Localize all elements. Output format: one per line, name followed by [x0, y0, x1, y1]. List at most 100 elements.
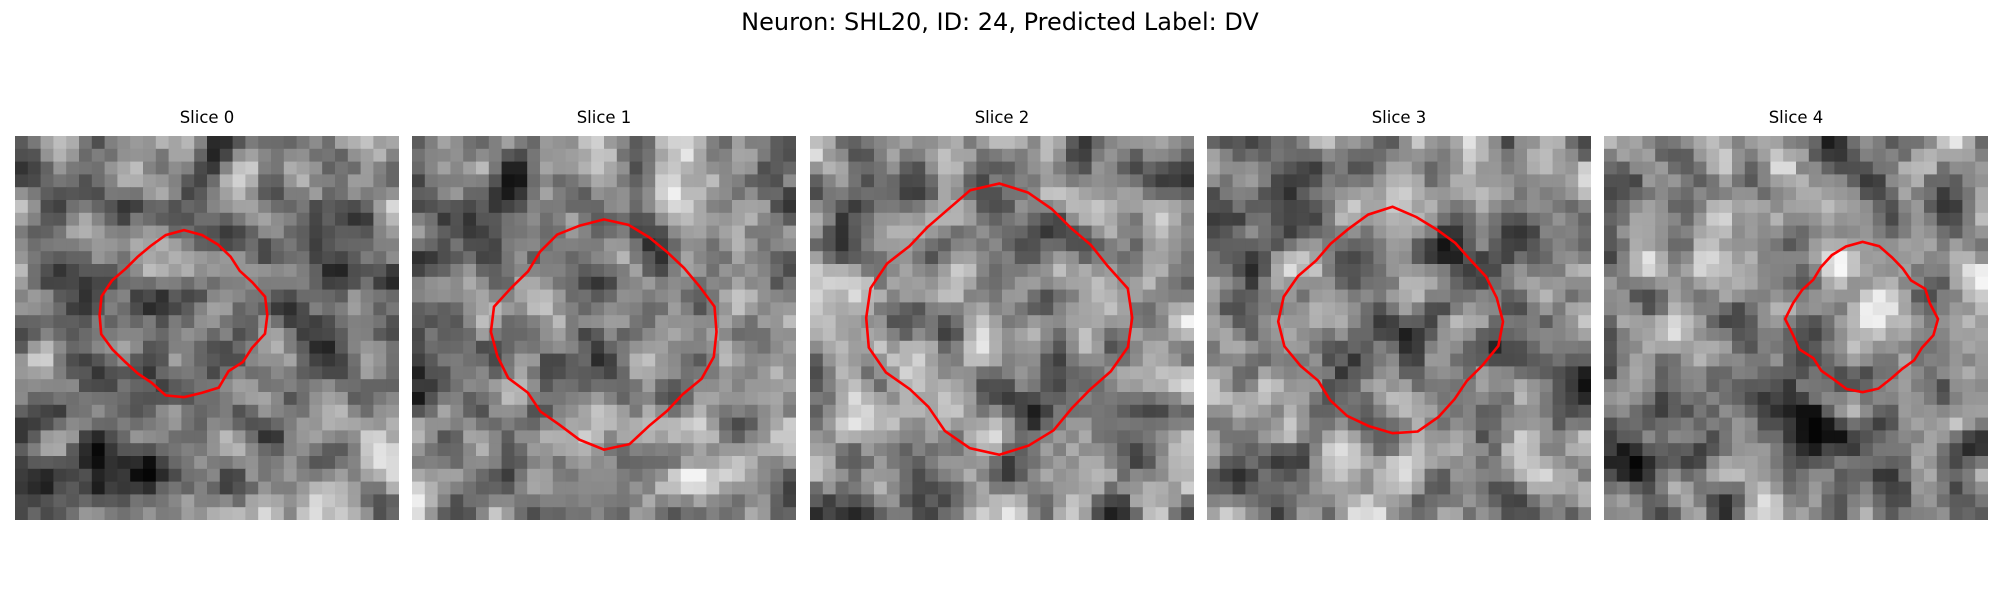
image-pixel: [309, 302, 323, 316]
image-pixel: [822, 328, 837, 342]
image-pixel: [1552, 404, 1566, 419]
image-pixel: [463, 456, 477, 470]
image-pixel: [15, 507, 29, 520]
image-pixel: [757, 379, 771, 393]
image-pixel: [655, 417, 669, 431]
image-pixel: [1975, 481, 1988, 495]
image-pixel: [1232, 315, 1246, 329]
image-pixel: [1911, 443, 1925, 457]
image-pixel: [219, 212, 234, 227]
image-pixel: [655, 443, 669, 457]
image-pixel: [810, 212, 824, 227]
image-pixel: [1437, 148, 1451, 163]
image-pixel: [1680, 302, 1695, 316]
image-pixel: [1219, 187, 1234, 201]
image-pixel: [347, 468, 362, 483]
image-pixel: [386, 392, 399, 406]
image-pixel: [938, 276, 952, 291]
image-pixel: [309, 443, 323, 457]
image-pixel: [1949, 136, 1963, 150]
image-pixel: [1565, 148, 1579, 163]
image-pixel: [1936, 200, 1951, 214]
image-pixel: [66, 379, 80, 393]
image-pixel: [283, 404, 298, 419]
image-pixel: [386, 379, 399, 393]
image-pixel: [168, 392, 182, 406]
image-pixel: [668, 187, 682, 201]
image-pixel: [424, 340, 439, 355]
image-pixel: [488, 238, 503, 252]
image-pixel: [899, 238, 913, 252]
image-pixel: [245, 212, 259, 227]
image-pixel: [1629, 238, 1643, 252]
image-pixel: [347, 148, 362, 163]
image-pixel: [1450, 289, 1464, 303]
image-pixel: [1104, 507, 1118, 520]
image-pixel: [744, 264, 759, 278]
image-pixel: [642, 315, 656, 329]
image-pixel: [1091, 174, 1105, 188]
image-pixel: [104, 264, 118, 278]
image-pixel: [1757, 456, 1771, 470]
image-pixel: [309, 136, 323, 150]
image-pixel: [1309, 481, 1323, 495]
image-pixel: [629, 148, 643, 163]
image-pixel: [476, 366, 490, 380]
image-pixel: [1501, 148, 1515, 163]
image-pixel: [1860, 315, 1874, 329]
image-pixel: [706, 238, 720, 252]
image-pixel: [1834, 136, 1848, 150]
image-pixel: [194, 174, 208, 188]
image-pixel: [1642, 340, 1656, 355]
image-pixel: [412, 328, 426, 342]
image-pixel: [861, 289, 875, 303]
image-pixel: [194, 212, 208, 227]
image-pixel: [925, 136, 939, 150]
image-pixel: [1399, 302, 1413, 316]
image-pixel: [1668, 481, 1682, 495]
image-pixel: [194, 366, 208, 380]
image-pixel: [360, 302, 374, 316]
image-pixel: [629, 417, 643, 431]
image-pixel: [1629, 507, 1643, 520]
image-pixel: [283, 443, 298, 457]
image-pixel: [822, 481, 837, 495]
image-pixel: [245, 187, 259, 201]
image-pixel: [1219, 212, 1234, 227]
image-pixel: [1463, 200, 1477, 214]
image-pixel: [989, 225, 1003, 239]
image-pixel: [1296, 200, 1310, 214]
image-pixel: [1373, 315, 1387, 329]
image-pixel: [1821, 392, 1835, 406]
image-pixel: [1283, 225, 1298, 239]
image-pixel: [1002, 468, 1016, 483]
image-pixel: [501, 174, 515, 188]
image-pixel: [130, 174, 144, 188]
image-pixel: [989, 200, 1003, 214]
image-pixel: [1808, 340, 1823, 355]
image-pixel: [437, 481, 451, 495]
image-pixel: [1066, 148, 1080, 163]
image-pixel: [1796, 456, 1810, 470]
image-pixel: [143, 353, 157, 367]
image-pixel: [732, 148, 746, 163]
image-pixel: [360, 507, 374, 520]
image-pixel: [27, 200, 42, 214]
image-pixel: [732, 251, 746, 265]
image-pixel: [1642, 315, 1656, 329]
image-pixel: [1386, 379, 1400, 393]
image-pixel: [27, 212, 42, 227]
image-pixel: [168, 161, 182, 175]
image-pixel: [168, 315, 182, 329]
image-pixel: [655, 148, 669, 163]
image-pixel: [373, 379, 387, 393]
image-pixel: [258, 251, 272, 265]
image-pixel: [296, 136, 310, 150]
image-pixel: [1450, 251, 1464, 265]
image-pixel: [412, 315, 426, 329]
image-pixel: [757, 328, 771, 342]
image-pixel: [1680, 366, 1695, 380]
image-pixel: [1155, 264, 1169, 278]
image-pixel: [1949, 417, 1963, 431]
image-pixel: [181, 494, 195, 508]
